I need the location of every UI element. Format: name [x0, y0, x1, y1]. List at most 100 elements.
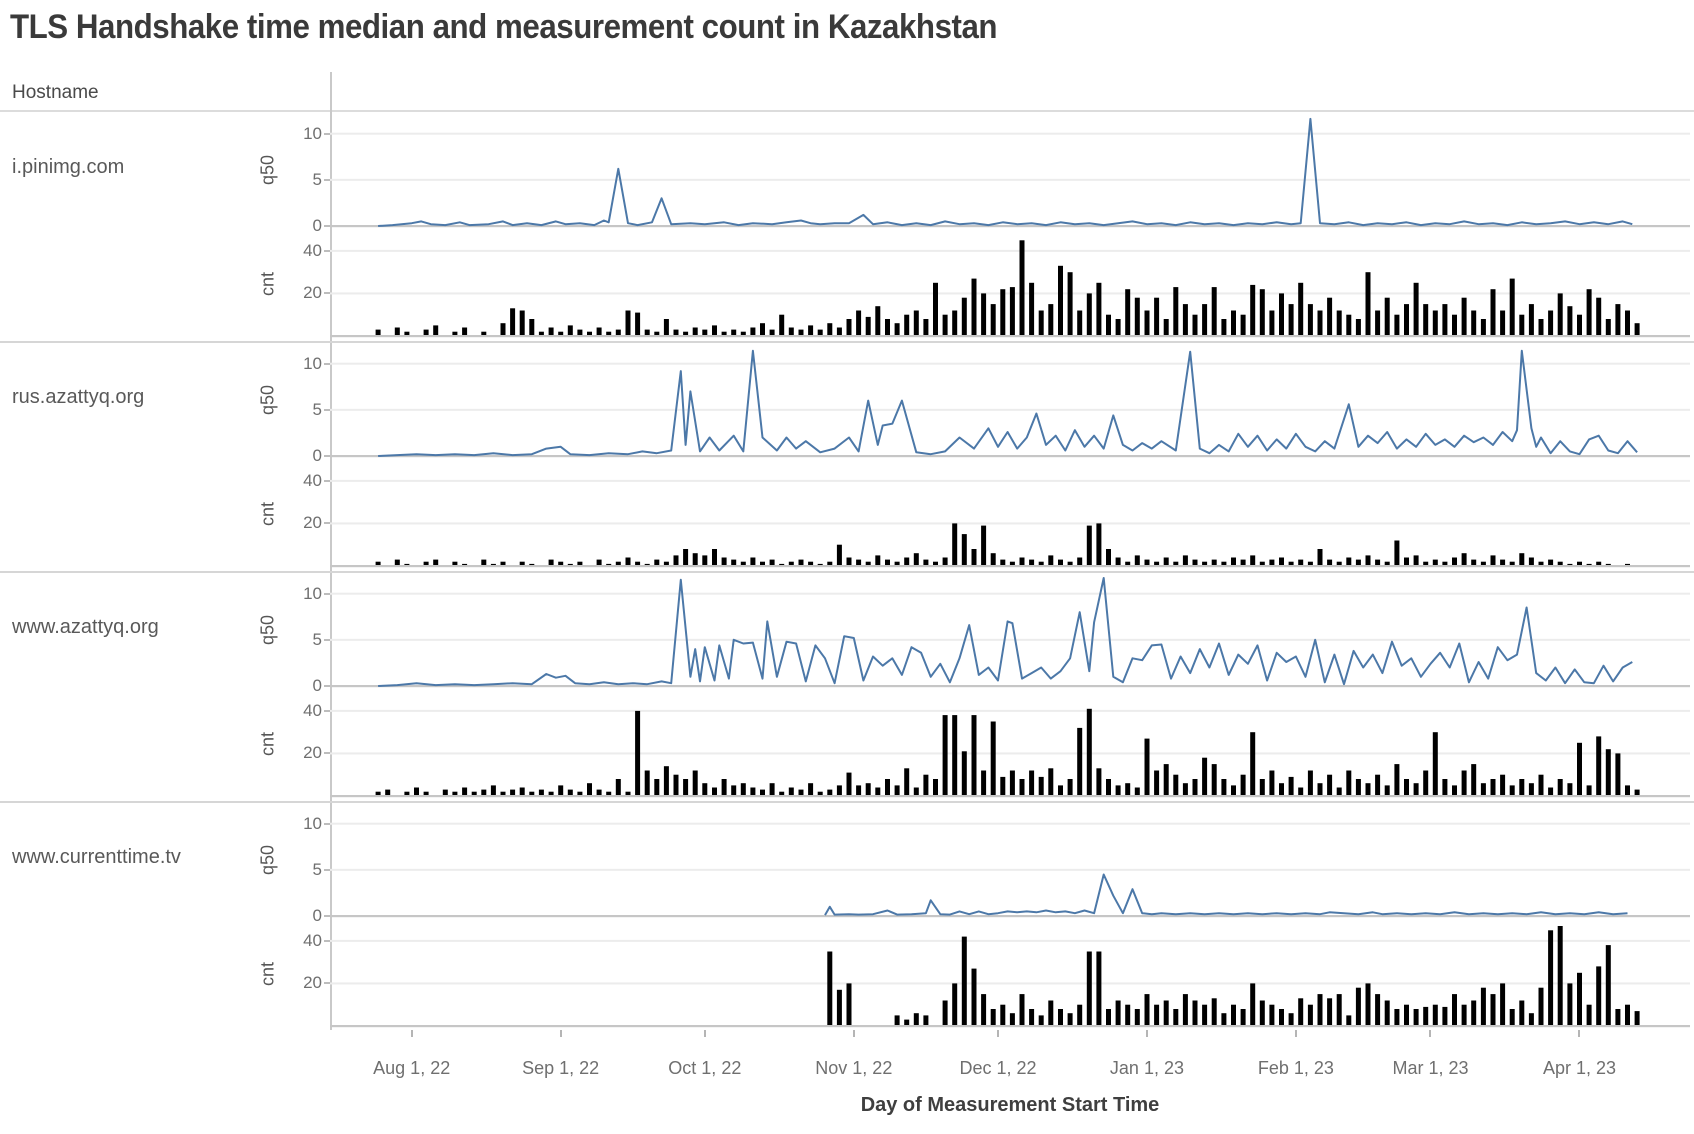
- cnt-bar: [1346, 314, 1352, 335]
- cnt-bar: [644, 329, 650, 335]
- cnt-bar: [990, 304, 996, 335]
- cnt-bar: [481, 559, 487, 565]
- cnt-bar: [1202, 1004, 1208, 1025]
- cnt-bar: [500, 561, 506, 565]
- y-tick-mark: [324, 982, 330, 985]
- q50-line: [378, 117, 1633, 227]
- cnt-bar: [1250, 732, 1256, 795]
- gridline: [330, 822, 1690, 825]
- gridline: [330, 939, 1690, 942]
- cnt-bar: [904, 557, 910, 565]
- y-tick-label: 0: [312, 216, 322, 235]
- y-tick-mark: [324, 132, 330, 135]
- cnt-bar: [952, 715, 958, 795]
- cnt-bar: [952, 310, 958, 335]
- cnt-bar: [933, 282, 938, 335]
- zero-domain-line: [330, 565, 1690, 568]
- zero-domain-line: [330, 915, 1690, 918]
- cnt-bar: [731, 559, 737, 565]
- cnt-bar: [981, 770, 987, 795]
- cnt-bar: [923, 1015, 929, 1025]
- cnt-bar: [808, 561, 814, 565]
- cnt-bar: [1192, 1000, 1198, 1025]
- cnt-bar: [740, 561, 746, 565]
- cnt-bar: [836, 989, 842, 1025]
- x-tick-mark: [1145, 1030, 1148, 1037]
- cnt-bar: [1067, 561, 1073, 565]
- cnt-bar: [1557, 779, 1563, 795]
- gridline: [330, 752, 1690, 755]
- cnt-bar: [375, 561, 381, 565]
- x-tick-mark: [852, 1030, 855, 1037]
- cnt-bar: [615, 561, 621, 565]
- cnt-bar: [1625, 563, 1630, 565]
- cnt-bar: [1048, 768, 1054, 795]
- cnt-bar: [423, 329, 429, 335]
- cnt-bar: [971, 278, 977, 335]
- cnt-bar: [1106, 549, 1111, 565]
- cnt-bar: [654, 779, 660, 795]
- cnt-bar: [673, 555, 679, 565]
- cnt-bar: [1557, 926, 1563, 1025]
- cnt-bar: [1000, 776, 1006, 795]
- cnt-bar: [1221, 319, 1227, 335]
- cnt-bar: [817, 563, 823, 565]
- cnt-bar: [1355, 987, 1361, 1025]
- cnt-bar: [1413, 783, 1419, 795]
- cnt-bar: [423, 791, 429, 795]
- cnt-bar: [1038, 310, 1044, 335]
- cnt-bar: [1211, 287, 1217, 335]
- cnt-bar: [1461, 553, 1467, 565]
- cnt-bar: [462, 327, 468, 335]
- x-tick-label: Apr 1, 23: [1542, 1058, 1616, 1078]
- cnt-bar: [1605, 749, 1611, 795]
- cnt-bar: [1442, 304, 1448, 335]
- cnt-bar: [1452, 994, 1457, 1025]
- cnt-bar: [1067, 1013, 1073, 1025]
- y-axis-domain-line: [330, 72, 332, 1030]
- cnt-bar: [760, 561, 765, 565]
- cnt-bar: [692, 770, 698, 795]
- cnt-bar: [1336, 561, 1342, 565]
- cnt-bar: [1077, 310, 1083, 335]
- cnt-bar: [1307, 561, 1313, 565]
- cnt-bar: [1509, 785, 1515, 795]
- cnt-bar: [1567, 563, 1573, 565]
- cnt-bar: [1125, 289, 1131, 335]
- cnt-bar: [1519, 314, 1525, 335]
- cnt-bar: [1000, 559, 1006, 565]
- hostname-label: www.currenttime.tv: [12, 846, 181, 868]
- cnt-bar: [1192, 314, 1198, 335]
- cnt-bar: [827, 789, 833, 795]
- cnt-bar: [1567, 983, 1573, 1025]
- cnt-bar: [404, 331, 410, 335]
- cnt-bar: [1365, 555, 1371, 565]
- cnt-bar: [1500, 983, 1506, 1025]
- cnt-bar: [1250, 555, 1256, 565]
- cnt-bar: [750, 327, 756, 335]
- cnt-bar: [913, 787, 919, 795]
- cnt-bar: [1432, 732, 1438, 795]
- cnt-bar: [904, 768, 910, 795]
- cnt-bar: [1442, 561, 1448, 565]
- cnt-bar: [1394, 1009, 1400, 1025]
- cnt-bar: [913, 1013, 919, 1025]
- y-tick-label: 40: [303, 470, 322, 490]
- cnt-bar: [1519, 1000, 1525, 1025]
- cnt-bar: [1413, 555, 1419, 565]
- cnt-bar: [779, 791, 785, 795]
- cnt-bar: [1634, 789, 1640, 795]
- cnt-bar: [894, 1015, 900, 1025]
- cnt-bar: [1384, 561, 1390, 565]
- y-tick-label: 0: [312, 446, 322, 465]
- cnt-bar: [654, 559, 660, 565]
- cnt-bar: [769, 559, 775, 565]
- cnt-bar: [990, 553, 996, 565]
- cnt-bar: [1048, 304, 1054, 335]
- cnt-bar-chart-i.pinimg.com: [330, 240, 1690, 338]
- y-axis-title-cnt: cnt: [257, 271, 278, 297]
- cnt-bar: [500, 323, 506, 335]
- y-tick-mark: [324, 592, 330, 595]
- cnt-bar: [1029, 770, 1035, 795]
- cnt-bar: [933, 779, 938, 795]
